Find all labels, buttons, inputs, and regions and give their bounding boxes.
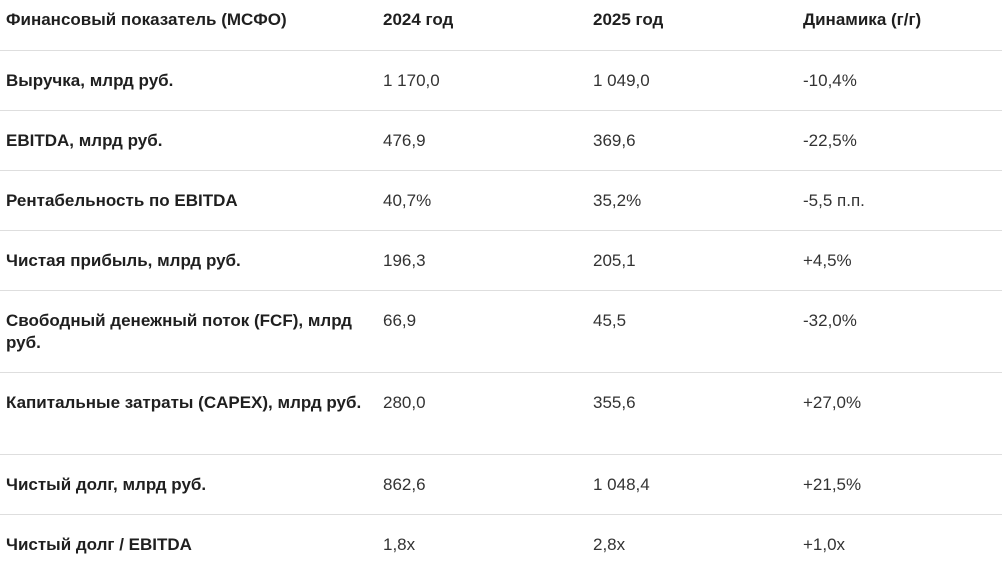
header-indicator: Финансовый показатель (МСФО) [0,0,377,51]
value-yoy: -22,5% [797,110,1002,171]
row-label: Чистая прибыль, млрд руб. [0,230,377,291]
value-2024: 66,9 [377,290,587,373]
value-yoy: +27,0% [797,372,1002,455]
table-body: Выручка, млрд руб. 1 170,0 1 049,0 -10,4… [0,50,1002,574]
header-2025: 2025 год [587,0,797,51]
value-2025: 369,6 [587,110,797,171]
table-row-revenue: Выручка, млрд руб. 1 170,0 1 049,0 -10,4… [0,50,1002,111]
header-2024: 2024 год [377,0,587,51]
row-label: Капитальные затраты (CAPEX), млрд руб. [0,372,377,455]
table-row-fcf: Свободный денежный поток (FCF), млрд руб… [0,290,1002,373]
value-2025: 1 049,0 [587,50,797,111]
table-row-ebitda: EBITDA, млрд руб. 476,9 369,6 -22,5% [0,110,1002,171]
row-label: Чистый долг, млрд руб. [0,454,377,515]
value-2025: 45,5 [587,290,797,373]
value-2025: 1 048,4 [587,454,797,515]
value-2024: 862,6 [377,454,587,515]
table-row-ebitda-margin: Рентабельность по EBITDA 40,7% 35,2% -5,… [0,170,1002,231]
value-2024: 280,0 [377,372,587,455]
row-label: EBITDA, млрд руб. [0,110,377,171]
table-row-net-debt: Чистый долг, млрд руб. 862,6 1 048,4 +21… [0,454,1002,515]
table-row-net-profit: Чистая прибыль, млрд руб. 196,3 205,1 +4… [0,230,1002,291]
value-2025: 2,8x [593,534,626,554]
value-2025: 205,1 [587,230,797,291]
value-2024: 1,8x [383,534,416,554]
row-label: Чистый долг / EBITDA [6,534,192,554]
table-row-net-debt-to-ebitda: Чистый долг / EBITDA 1,8x 2,8x +1,0x [0,514,1002,574]
value-yoy: -32,0% [797,290,1002,373]
value-2024: 196,3 [377,230,587,291]
value-yoy: -5,5 п.п. [797,170,1002,231]
value-2024: 476,9 [377,110,587,171]
value-2024: 40,7% [377,170,587,231]
value-yoy: +1,0x [803,534,846,554]
value-2025: 355,6 [587,372,797,455]
row-label: Рентабельность по EBITDA [0,170,377,231]
header-yoy-change: Динамика (г/г) [797,0,1002,51]
value-yoy: +21,5% [797,454,1002,515]
table-row-capex: Капитальные затраты (CAPEX), млрд руб. 2… [0,372,1002,455]
header-row: Финансовый показатель (МСФО) 2024 год 20… [0,0,1002,51]
row-label: Выручка, млрд руб. [0,50,377,111]
value-yoy: +4,5% [797,230,1002,291]
value-2025: 35,2% [587,170,797,231]
table-header: Финансовый показатель (МСФО) 2024 год 20… [0,0,1002,51]
value-yoy: -10,4% [797,50,1002,111]
row-label: Свободный денежный поток (FCF), млрд руб… [0,290,377,373]
value-2024: 1 170,0 [377,50,587,111]
